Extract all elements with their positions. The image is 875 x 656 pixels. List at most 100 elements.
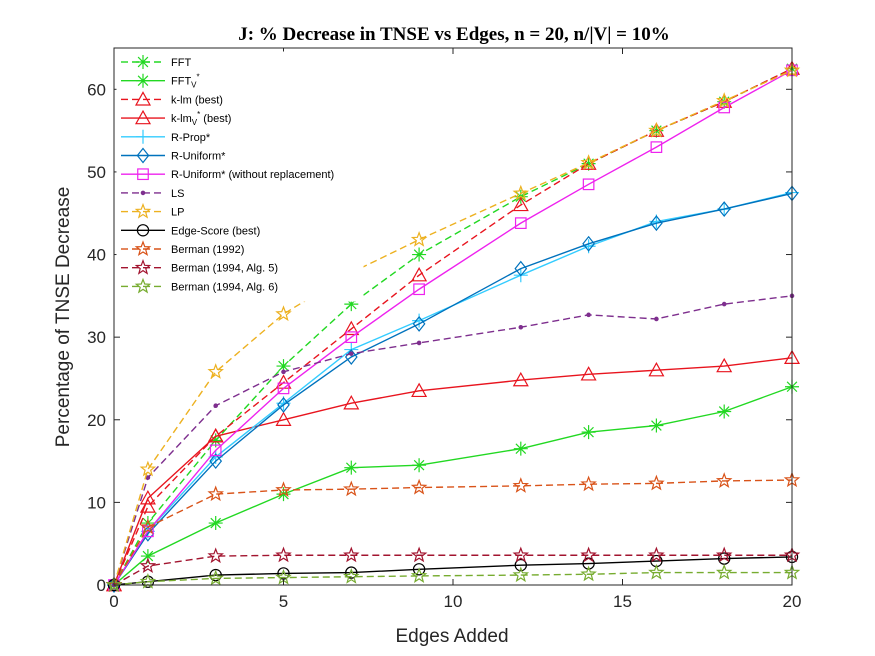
legend-swatch-marker: [136, 224, 150, 237]
legend-label: FFT: [171, 57, 191, 69]
data-point: [412, 458, 427, 473]
legend-label: Berman (1994, Alg. 6): [171, 281, 278, 293]
legend-entry: Berman (1994, Alg. 6): [121, 277, 278, 294]
data-point: [209, 453, 223, 470]
legend-label: Berman (1994, Alg. 5): [171, 263, 278, 275]
legend-label: Berman (1992): [171, 244, 244, 256]
data-point: [649, 418, 664, 433]
data-point: [410, 546, 428, 563]
legend: FFT FFTV* k-lm (best) k-lmV* (best) R-Prop* R…: [116, 51, 364, 302]
data-point: [345, 331, 358, 344]
data-point: [581, 156, 596, 171]
data-point: [208, 433, 223, 448]
legend-entry: LS: [121, 188, 184, 200]
data-point: [209, 444, 222, 457]
data-point: [139, 518, 157, 535]
data-point: [580, 475, 597, 492]
legend-entry: R-Prop*: [121, 129, 211, 144]
legend-swatch-marker: [136, 73, 150, 88]
legend-swatch-marker: [136, 129, 150, 144]
legend-entry: R-Uniform* (without replacement): [121, 168, 334, 181]
legend-entry: Berman (1992): [121, 240, 244, 257]
legend-entry: k-lmV* (best): [121, 109, 231, 127]
data-point: [648, 546, 665, 563]
data-point: [139, 490, 156, 505]
data-point: [581, 425, 596, 440]
data-point: [582, 235, 595, 252]
series-line: [113, 68, 793, 586]
data-point: [512, 196, 529, 212]
data-point: [411, 382, 428, 398]
x-tick-label: 15: [613, 592, 632, 611]
chart-title: J: % Decrease in TNSE vs Edges, n = 20, …: [238, 24, 670, 45]
data-point: [411, 266, 428, 282]
y-tick-label: 10: [87, 493, 106, 512]
series-line: [113, 192, 793, 586]
data-point: [580, 565, 597, 582]
data-point: [207, 569, 224, 586]
y-tick-label: 20: [87, 411, 106, 430]
data-point: [139, 460, 157, 477]
legend-entry: R-Uniform*: [121, 147, 226, 164]
legend-swatch-marker: [134, 277, 152, 294]
legend-label: R-Uniform* (without replacement): [171, 169, 334, 181]
legend-label: k-lm (best): [171, 94, 223, 106]
data-point: [343, 395, 360, 410]
data-point: [410, 567, 428, 583]
legend-label: R-Prop*: [171, 132, 211, 144]
data-point: [648, 361, 665, 377]
y-tick-label: 60: [87, 80, 106, 99]
data-point: [718, 101, 731, 114]
legend-swatch-marker: [137, 168, 149, 181]
legend-label: Edge-Score (best): [171, 225, 260, 237]
series-12: [105, 563, 801, 593]
data-point: [717, 404, 732, 419]
data-point: [410, 230, 428, 247]
series-5: [107, 185, 799, 593]
series-line: [113, 69, 793, 586]
data-point: [715, 472, 733, 488]
series-3: [105, 349, 801, 592]
series-line: [113, 554, 792, 586]
data-point: [512, 371, 529, 387]
data-point: [412, 247, 427, 262]
data-point: [650, 215, 663, 232]
axes: 0 5 10 15 20 0 10 20 30 40 50 60: [87, 47, 802, 611]
data-point: [208, 516, 223, 531]
data-point: [276, 359, 291, 374]
legend-entry: LP: [121, 202, 184, 219]
legend-swatch-marker: [136, 147, 150, 164]
data-point: [580, 154, 597, 170]
series-line: [113, 479, 793, 586]
data-point: [145, 475, 151, 480]
legend-entry: Berman (1994, Alg. 5): [121, 258, 278, 275]
data-point: [410, 478, 428, 495]
data-point: [275, 546, 292, 563]
data-point: [514, 217, 527, 229]
data-point: [580, 366, 597, 381]
data-point: [648, 474, 665, 491]
data-point: [349, 351, 354, 356]
series-line: [113, 69, 793, 586]
data-point: [514, 558, 528, 572]
data-point: [586, 312, 591, 318]
data-point: [513, 441, 528, 456]
data-point: [721, 301, 727, 307]
x-tick-label: 20: [783, 592, 802, 611]
x-axis-title: Edges Added: [395, 626, 508, 647]
legend-swatch-marker: [134, 258, 152, 275]
y-tick-label: 0: [97, 576, 106, 595]
data-point: [275, 305, 292, 322]
data-point: [416, 340, 422, 346]
legend-entry: FFT: [121, 55, 191, 69]
series-line: [113, 295, 793, 586]
legend-swatch-marker: [136, 55, 150, 69]
data-point: [343, 546, 360, 563]
data-point: [105, 576, 123, 593]
data-point: [207, 547, 224, 564]
legend-label: LS: [171, 188, 184, 200]
y-tick-label: 40: [87, 246, 106, 265]
data-point: [207, 485, 224, 502]
legend-entry: FFTV*: [121, 73, 200, 90]
